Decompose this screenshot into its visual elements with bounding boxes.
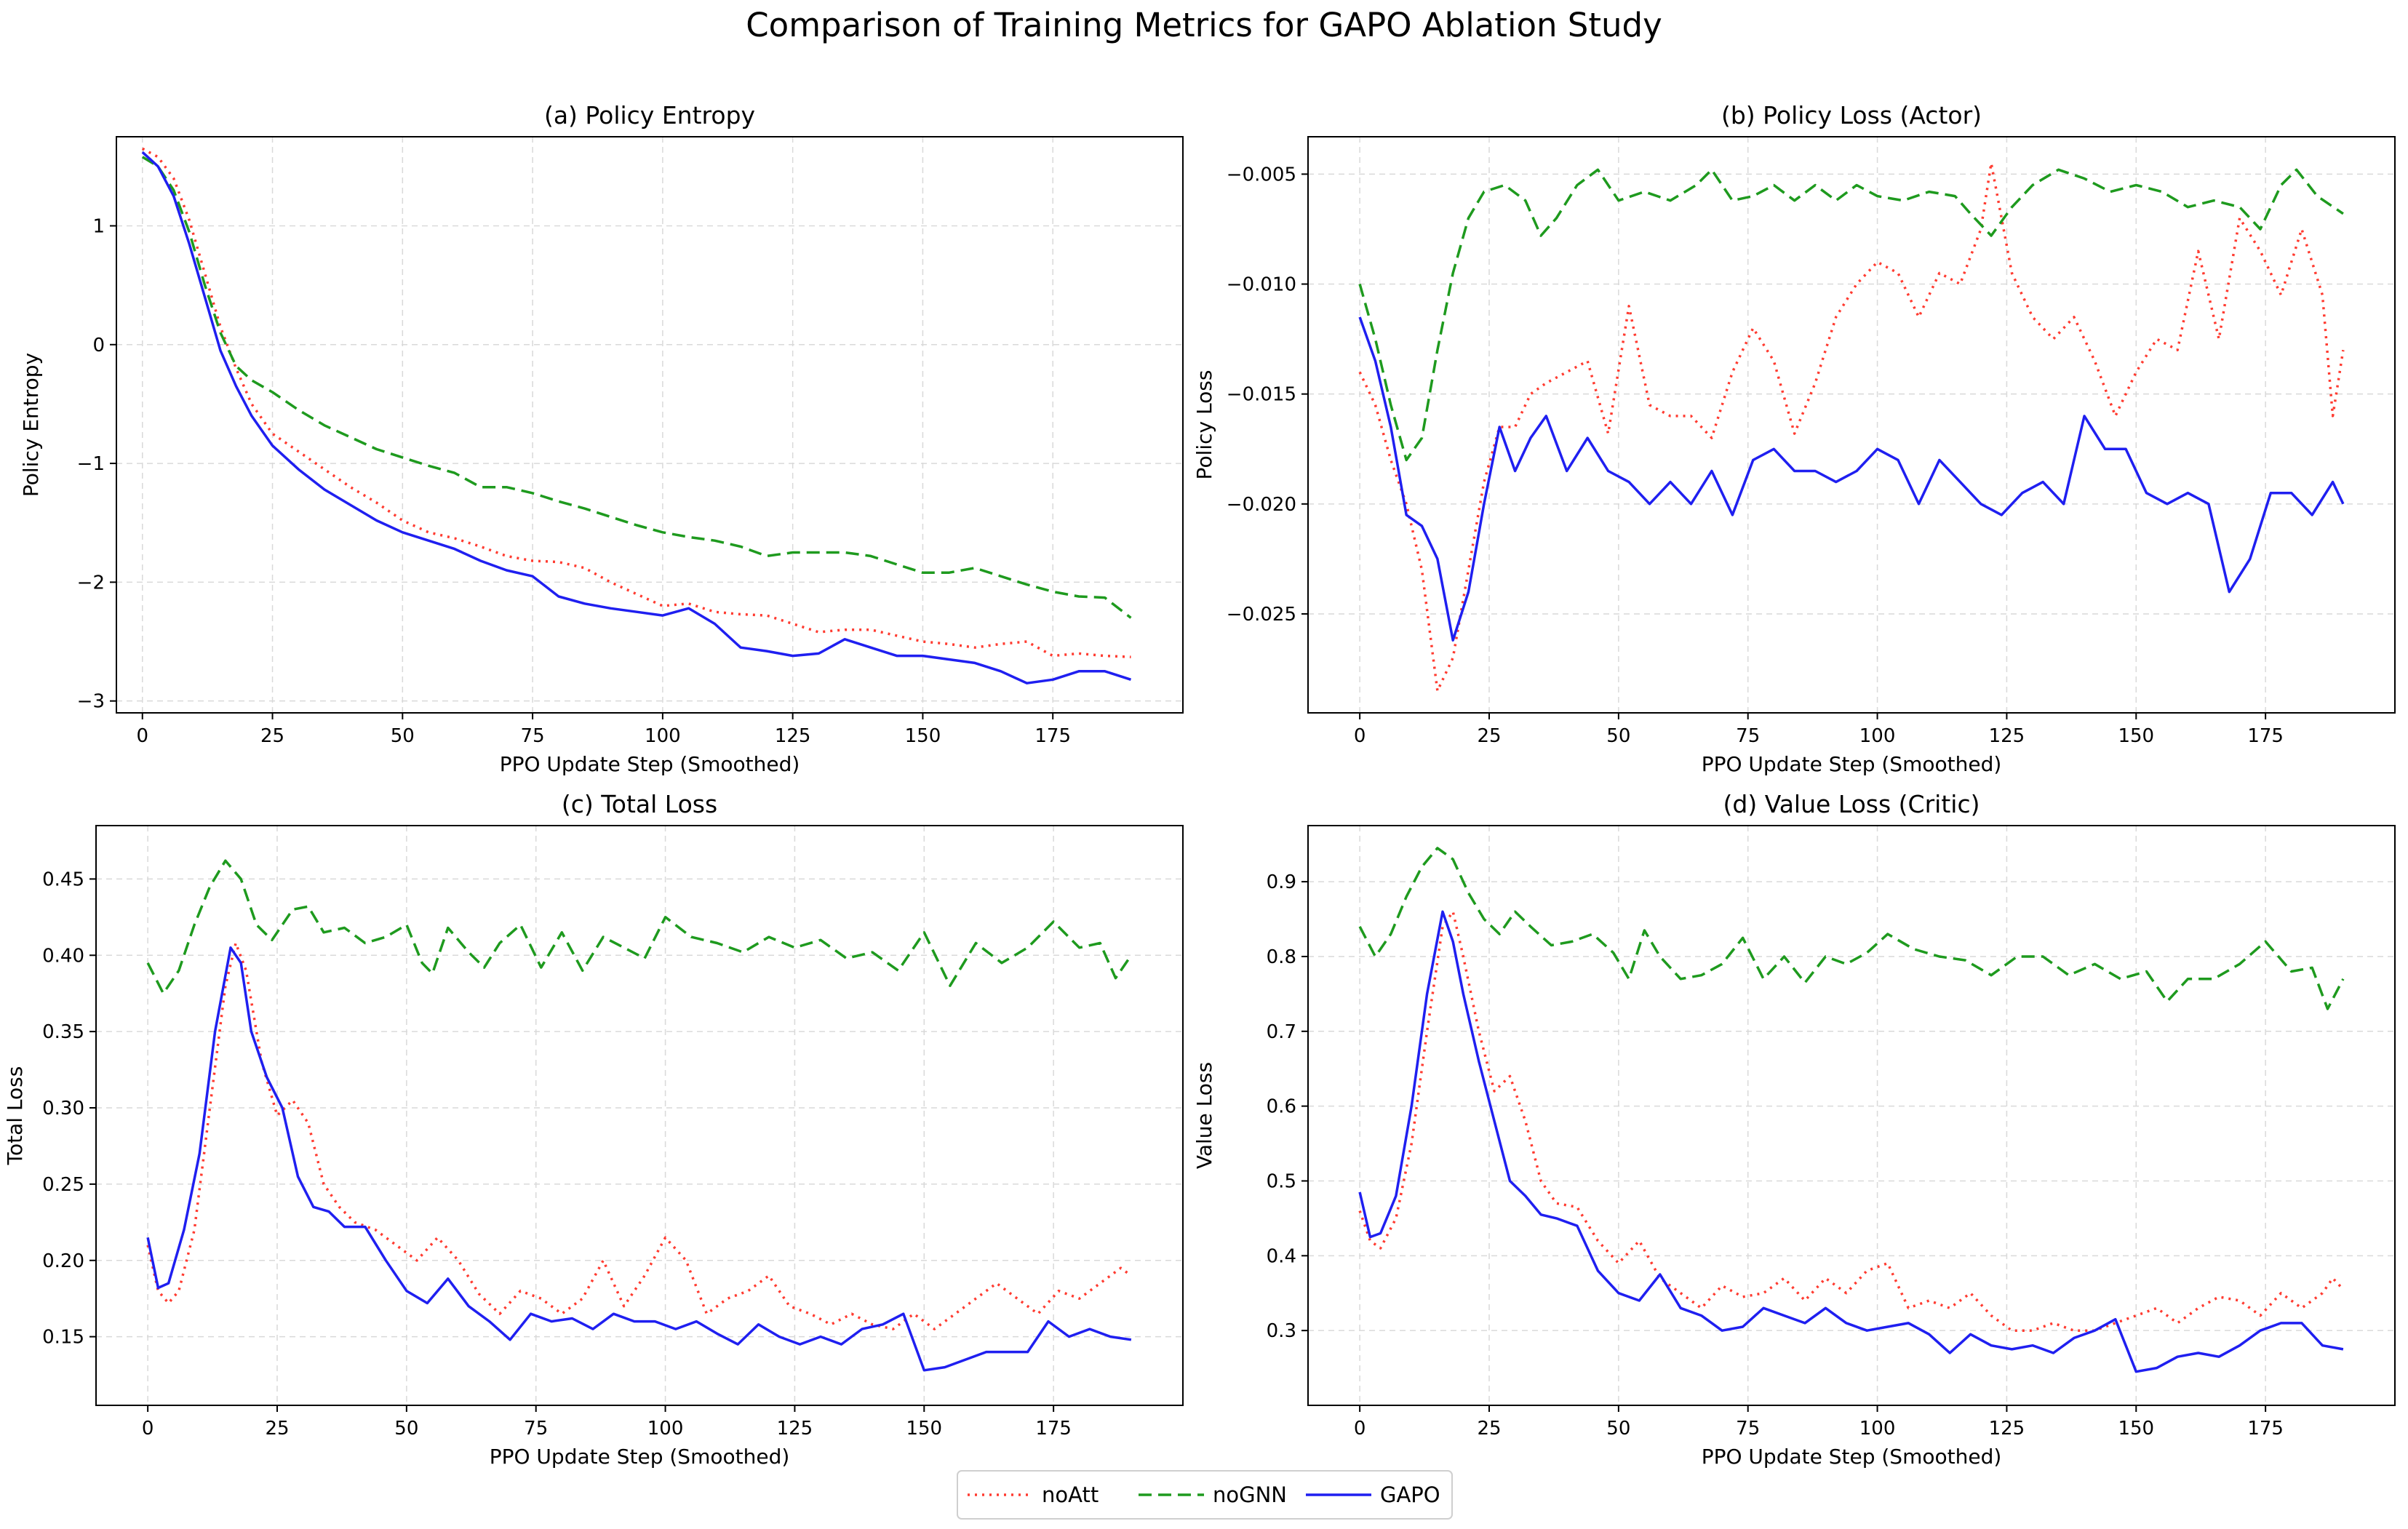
x-tick-label: 175 — [2247, 725, 2284, 747]
x-tick-label: 175 — [2247, 1418, 2284, 1440]
axes-frame — [116, 136, 1184, 714]
legend-label-noatt: noAtt — [1042, 1482, 1099, 1507]
y-tick-label: −1 — [77, 453, 105, 475]
axes-frame — [95, 825, 1184, 1406]
subplot-title: (a) Policy Entropy — [544, 101, 755, 129]
axes-frame — [1307, 825, 2396, 1406]
x-tick-label: 150 — [905, 725, 941, 747]
x-tick-label: 75 — [1736, 725, 1760, 747]
series-line-nognn — [141, 156, 1132, 619]
x-tick-label: 50 — [391, 725, 415, 747]
y-tick-label: 0.4 — [1267, 1245, 1296, 1267]
x-tick-label: 175 — [1035, 1418, 1072, 1440]
x-tick-label: 175 — [1034, 725, 1071, 747]
x-tick-label: 100 — [647, 1418, 684, 1440]
y-tick-label: −0.005 — [1227, 164, 1296, 185]
x-axis-label: PPO Update Step (Smoothed) — [490, 1445, 790, 1469]
y-tick-label: 0.25 — [42, 1174, 84, 1196]
x-tick-label: 25 — [1477, 725, 1501, 747]
x-tick-label: 100 — [645, 725, 681, 747]
y-tick-label: −2 — [77, 572, 105, 594]
y-tick-label: 0.40 — [42, 945, 84, 967]
series-line-gapo — [146, 946, 1132, 1372]
x-tick-label: 100 — [1859, 725, 1896, 747]
x-tick-label: 50 — [1606, 725, 1630, 747]
series-line-noatt — [146, 941, 1132, 1330]
series-line-gapo — [141, 151, 1132, 684]
subplot-1: (a) Policy Entropy 0 25 50 75 100 125 150 175 1 0 −… — [19, 101, 1184, 776]
x-tick-label: 0 — [142, 1418, 154, 1440]
axes-frame — [1307, 136, 2396, 714]
x-tick-label: 125 — [1989, 1418, 2025, 1440]
y-tick-label: 0.5 — [1267, 1170, 1296, 1192]
figure-suptitle: Comparison of Training Metrics for GAPO … — [746, 6, 1662, 44]
x-tick-label: 50 — [394, 1418, 418, 1440]
x-tick-label: 0 — [136, 725, 148, 747]
y-tick-label: 0.30 — [42, 1098, 84, 1119]
subplot-2: (b) Policy Loss (Actor) 0 25 50 75 100 125 150 1… — [1192, 101, 2396, 776]
y-tick-label: −3 — [77, 691, 105, 713]
x-tick-label: 25 — [265, 1418, 289, 1440]
x-tick-label: 0 — [1354, 725, 1366, 747]
series-line-gapo — [1358, 910, 2344, 1373]
y-tick-label: 0.7 — [1267, 1021, 1296, 1043]
legend-frame — [957, 1470, 1453, 1520]
y-tick-label: −0.020 — [1227, 494, 1296, 516]
x-tick-label: 50 — [1606, 1418, 1630, 1440]
y-tick-label: −0.015 — [1227, 384, 1296, 406]
y-tick-label: 0 — [92, 335, 105, 356]
legend: noAtt noGNN GAPO — [957, 1470, 1453, 1520]
legend-label-nognn: noGNN — [1213, 1482, 1287, 1507]
series-line-nognn — [1358, 168, 2344, 462]
y-tick-label: 0.9 — [1267, 871, 1296, 893]
y-tick-label: −0.010 — [1227, 274, 1296, 296]
x-axis-label: PPO Update Step (Smoothed) — [1702, 752, 2002, 776]
x-tick-label: 150 — [2118, 725, 2154, 747]
series-line-noatt — [1358, 161, 2345, 692]
y-tick-label: 0.8 — [1267, 946, 1296, 968]
series-line-noatt — [141, 147, 1131, 658]
y-axis-label: Total Loss — [3, 1066, 27, 1166]
subplot-title: (b) Policy Loss (Actor) — [1721, 101, 1982, 129]
x-tick-label: 125 — [775, 725, 811, 747]
y-axis-label: Policy Entropy — [19, 353, 43, 497]
x-tick-label: 25 — [1477, 1418, 1501, 1440]
x-tick-label: 125 — [777, 1418, 813, 1440]
series-line-nognn — [146, 859, 1133, 995]
y-tick-label: 0.20 — [42, 1250, 84, 1272]
legend-label-gapo: GAPO — [1380, 1482, 1440, 1507]
x-tick-label: 150 — [906, 1418, 942, 1440]
x-tick-label: 125 — [1989, 725, 2025, 747]
y-tick-label: 0.35 — [42, 1021, 84, 1043]
subplot-3: (c) Total Loss 0 25 50 75 100 125 150 175 0.45 0.4… — [3, 790, 1184, 1469]
x-tick-label: 0 — [1354, 1418, 1366, 1440]
y-tick-label: 0.6 — [1267, 1096, 1296, 1118]
x-tick-label: 100 — [1859, 1418, 1896, 1440]
y-tick-label: 0.45 — [42, 869, 84, 890]
x-tick-label: 75 — [1736, 1418, 1760, 1440]
subplot-title: (c) Total Loss — [562, 790, 717, 818]
y-tick-label: 1 — [92, 215, 105, 237]
subplot-4: (d) Value Loss (Critic) 0 25 50 75 100 125 150 1… — [1192, 790, 2396, 1469]
x-axis-label: PPO Update Step (Smoothed) — [500, 752, 800, 776]
x-tick-label: 75 — [524, 1418, 548, 1440]
y-axis-label: Policy Loss — [1192, 370, 1216, 480]
series-line-gapo — [1358, 316, 2345, 642]
x-tick-label: 25 — [260, 725, 284, 747]
y-axis-label: Value Loss — [1192, 1062, 1216, 1169]
x-tick-label: 75 — [521, 725, 545, 747]
y-tick-label: 0.3 — [1267, 1320, 1296, 1342]
series-line-nognn — [1358, 847, 2345, 1010]
y-tick-label: −0.025 — [1227, 604, 1296, 626]
x-tick-label: 150 — [2118, 1418, 2154, 1440]
subplots: (a) Policy Entropy 0 25 50 75 100 125 150 175 1 0 −… — [3, 101, 2396, 1469]
x-axis-label: PPO Update Step (Smoothed) — [1702, 1445, 2002, 1469]
y-tick-label: 0.15 — [42, 1327, 84, 1349]
subplot-title: (d) Value Loss (Critic) — [1723, 790, 1980, 818]
